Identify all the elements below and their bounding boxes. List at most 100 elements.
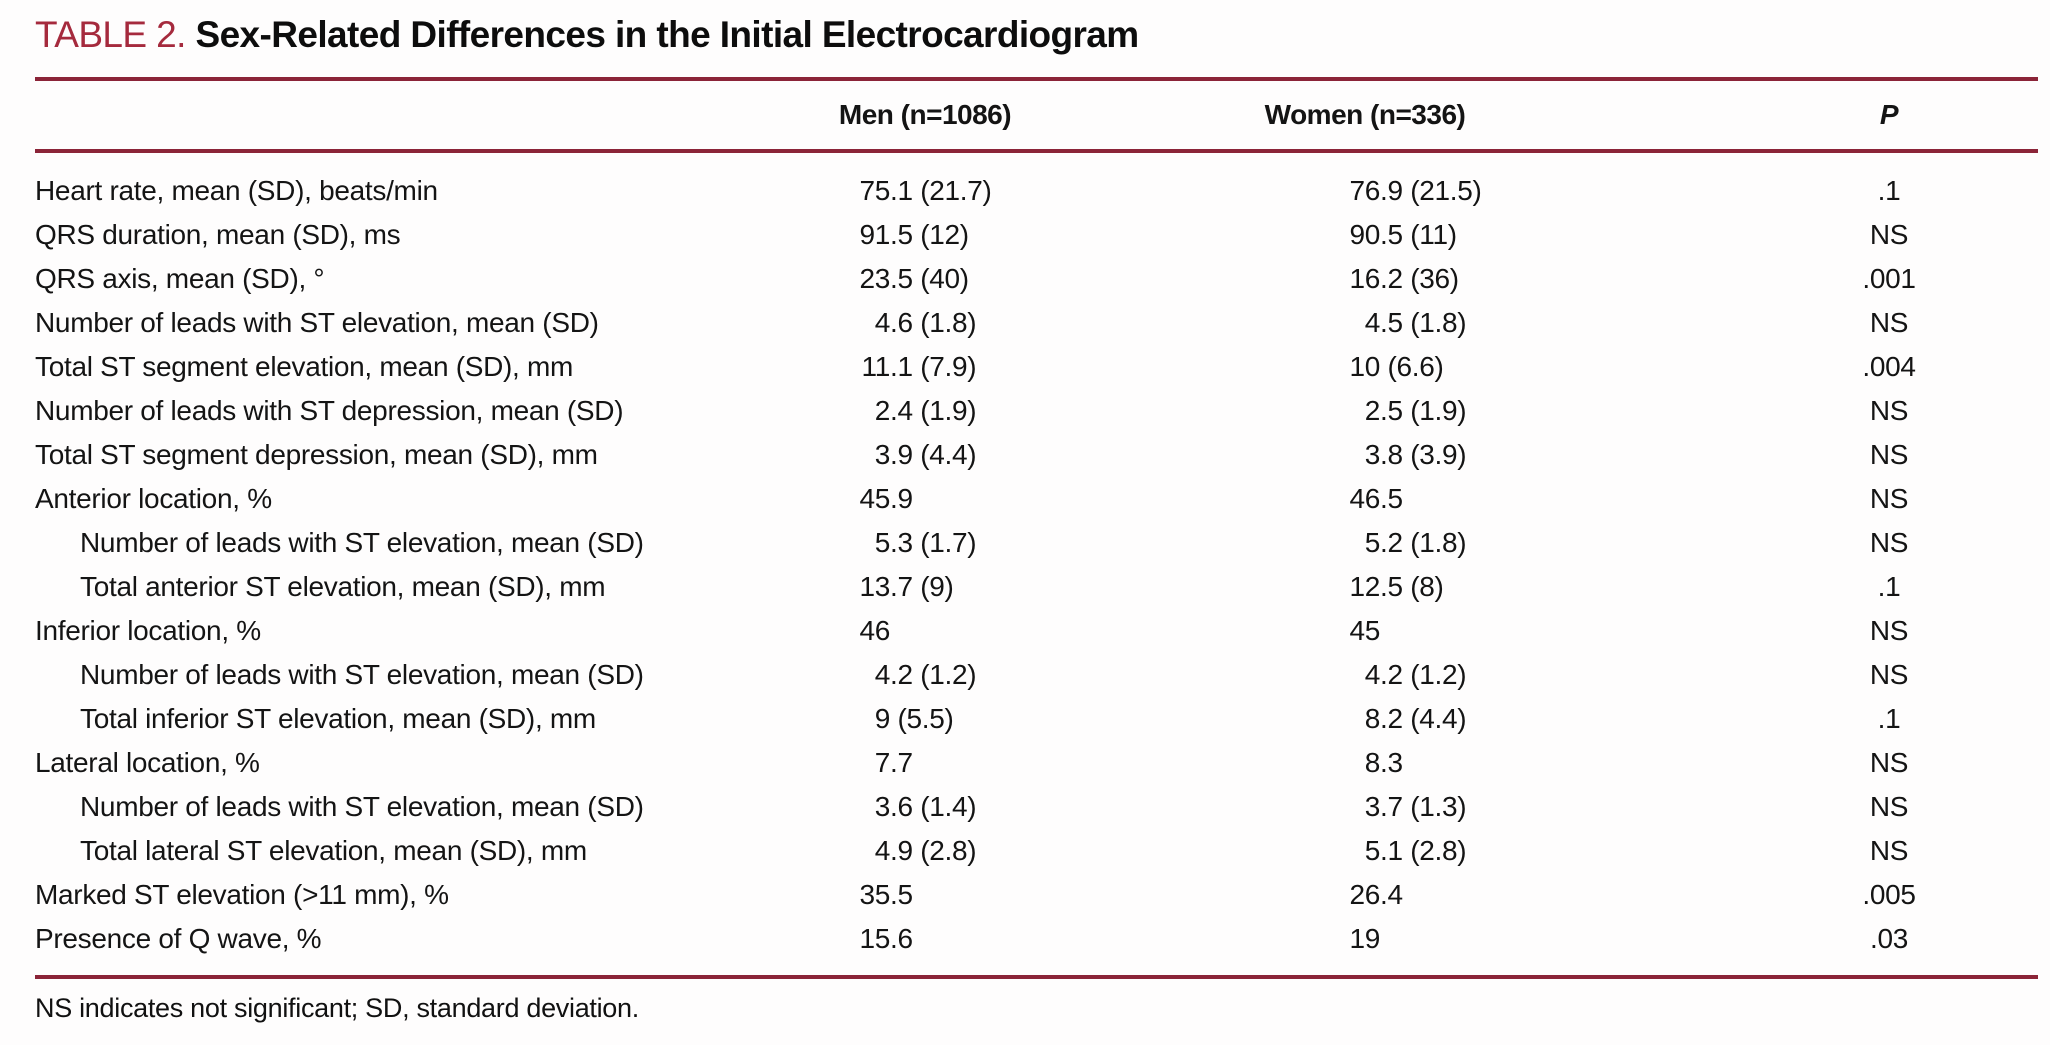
header-men-label: Men (n=1086) <box>838 99 1012 130</box>
p-value: NS <box>1869 835 1909 866</box>
row-label: Lateral location, % <box>35 747 260 778</box>
women-value: 10 (6.6) <box>1349 351 1444 382</box>
women-value: 8.2 (4.4) <box>1364 703 1467 734</box>
men-value: 11.1 (7.9) <box>861 351 977 382</box>
header-p: P <box>1710 99 2038 131</box>
table-number-label: TABLE 2. <box>35 14 186 55</box>
row-label: Number of leads with ST elevation, mean … <box>80 659 644 690</box>
table-row: QRS duration, mean (SD), ms 91.5 (12) 90… <box>35 213 2038 257</box>
table-row: Presence of Q wave, % 15.6 19 .03 <box>35 917 2038 961</box>
men-value: 5.3 (1.7) <box>874 527 977 558</box>
men-value: 4.9 (2.8) <box>874 835 977 866</box>
p-value: .03 <box>1869 923 1909 954</box>
table-row: Total anterior ST elevation, mean (SD), … <box>35 565 2038 609</box>
men-value: 3.9 (4.4) <box>874 439 977 470</box>
table-header-row: Men (n=1086) Women (n=336) P <box>35 81 2038 149</box>
table-row: Number of leads with ST elevation, mean … <box>35 521 2038 565</box>
men-value: 45.9 <box>859 483 913 514</box>
row-label: Total lateral ST elevation, mean (SD), m… <box>80 835 587 866</box>
women-value: 5.2 (1.8) <box>1364 527 1467 558</box>
women-value: 90.5 (11) <box>1349 219 1457 250</box>
row-label: QRS duration, mean (SD), ms <box>35 219 401 250</box>
row-label: Heart rate, mean (SD), beats/min <box>35 175 438 206</box>
p-value: NS <box>1869 439 1909 470</box>
table-row: Number of leads with ST elevation, mean … <box>35 301 2038 345</box>
men-value: 46 <box>859 615 890 646</box>
p-value: NS <box>1869 615 1909 646</box>
women-value: 8.3 <box>1364 747 1403 778</box>
men-value: 2.4 (1.9) <box>874 395 977 426</box>
men-value: 35.5 <box>859 879 913 910</box>
women-value: 3.8 (3.9) <box>1364 439 1467 470</box>
women-value: 4.5 (1.8) <box>1364 307 1467 338</box>
women-value: 4.2 (1.2) <box>1364 659 1467 690</box>
table-row: Lateral location, % 7.7 8.3 NS <box>35 741 2038 785</box>
row-label: Number of leads with ST depression, mean… <box>35 395 624 426</box>
table-container: TABLE 2. Sex-Related Differences in the … <box>0 13 2038 1024</box>
p-value: NS <box>1869 791 1909 822</box>
table-row: Total ST segment depression, mean (SD), … <box>35 433 2038 477</box>
men-value: 75.1 (21.7) <box>859 175 992 206</box>
row-label: Number of leads with ST elevation, mean … <box>80 791 644 822</box>
header-women: Women (n=336) <box>1255 99 1710 131</box>
men-value: 3.6 (1.4) <box>874 791 977 822</box>
p-value: NS <box>1869 395 1909 426</box>
p-value: .001 <box>1862 263 1916 294</box>
table-footnote: NS indicates not significant; SD, standa… <box>35 993 639 1023</box>
p-value: .1 <box>1877 175 1901 206</box>
women-value: 45 <box>1349 615 1380 646</box>
women-value: 16.2 (36) <box>1349 263 1459 294</box>
p-value: .1 <box>1877 571 1901 602</box>
table-row: Total ST segment elevation, mean (SD), m… <box>35 345 2038 389</box>
women-value: 76.9 (21.5) <box>1349 175 1482 206</box>
p-value: .005 <box>1862 879 1916 910</box>
row-label: Marked ST elevation (>11 mm), % <box>35 879 449 910</box>
men-value: 9 (5.5) <box>874 703 954 734</box>
women-value: 12.5 (8) <box>1349 571 1444 602</box>
men-value: 7.7 <box>874 747 913 778</box>
p-value: NS <box>1869 527 1909 558</box>
women-value: 46.5 <box>1349 483 1403 514</box>
row-label: Anterior location, % <box>35 483 272 514</box>
row-label: QRS axis, mean (SD), ° <box>35 263 325 294</box>
row-label: Total inferior ST elevation, mean (SD), … <box>80 703 596 734</box>
table-title: TABLE 2. Sex-Related Differences in the … <box>35 13 2038 57</box>
table-row: Inferior location, % 46 45 NS <box>35 609 2038 653</box>
row-label: Inferior location, % <box>35 615 261 646</box>
table-row: Number of leads with ST depression, mean… <box>35 389 2038 433</box>
row-label: Presence of Q wave, % <box>35 923 322 954</box>
bottom-rule <box>35 975 2038 979</box>
men-value: 15.6 <box>859 923 913 954</box>
row-label: Total anterior ST elevation, mean (SD), … <box>80 571 606 602</box>
men-value: 13.7 (9) <box>859 571 954 602</box>
p-value: NS <box>1869 219 1909 250</box>
table-row: Total lateral ST elevation, mean (SD), m… <box>35 829 2038 873</box>
women-value: 5.1 (2.8) <box>1364 835 1467 866</box>
men-value: 91.5 (12) <box>859 219 969 250</box>
table-row: Number of leads with ST elevation, mean … <box>35 653 2038 697</box>
p-value: NS <box>1869 483 1909 514</box>
women-value: 19 <box>1349 923 1380 954</box>
header-women-label: Women (n=336) <box>1264 99 1466 130</box>
p-value: NS <box>1869 747 1909 778</box>
p-value: .1 <box>1877 703 1901 734</box>
row-label: Number of leads with ST elevation, mean … <box>80 527 644 558</box>
header-men: Men (n=1086) <box>835 99 1255 131</box>
table-row: Heart rate, mean (SD), beats/min 75.1 (2… <box>35 169 2038 213</box>
men-value: 4.6 (1.8) <box>874 307 977 338</box>
women-value: 26.4 <box>1349 879 1403 910</box>
top-rule <box>35 77 2038 81</box>
table-row: Number of leads with ST elevation, mean … <box>35 785 2038 829</box>
p-value: NS <box>1869 307 1909 338</box>
women-value: 3.7 (1.3) <box>1364 791 1467 822</box>
table-row: QRS axis, mean (SD), ° 23.5 (40) 16.2 (3… <box>35 257 2038 301</box>
table-row: Total inferior ST elevation, mean (SD), … <box>35 697 2038 741</box>
table-body: Heart rate, mean (SD), beats/min 75.1 (2… <box>35 153 2038 961</box>
table-row: Anterior location, % 45.9 46.5 NS <box>35 477 2038 521</box>
row-label: Total ST segment depression, mean (SD), … <box>35 439 598 470</box>
table-title-text: Sex-Related Differences in the Initial E… <box>195 14 1140 55</box>
men-value: 23.5 (40) <box>859 263 969 294</box>
header-rule <box>35 149 2038 153</box>
row-label: Total ST segment elevation, mean (SD), m… <box>35 351 574 382</box>
